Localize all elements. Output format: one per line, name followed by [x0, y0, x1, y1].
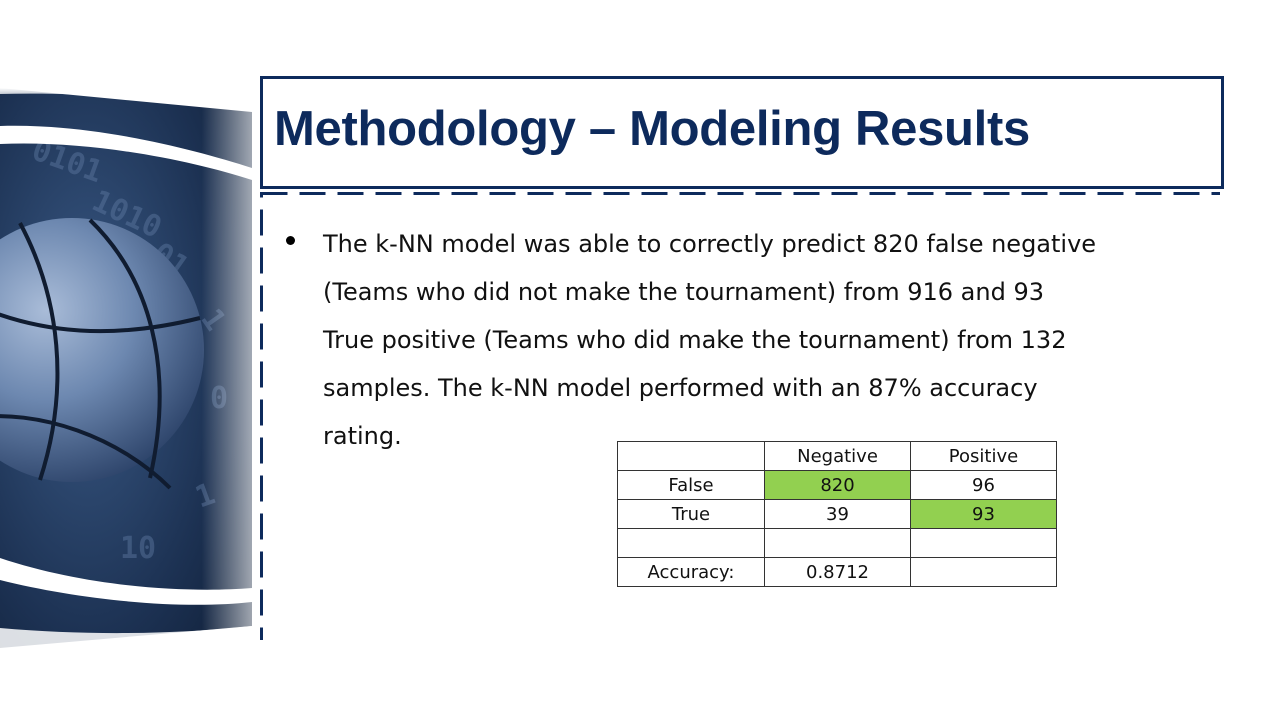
bullet-line: (Teams who did not make the tournament) …	[323, 278, 1044, 306]
table-row	[617, 528, 1057, 558]
bullet-text: The k-NN model was able to correctly pre…	[323, 220, 1203, 460]
table-row-label: False	[617, 470, 765, 500]
confusion-matrix-table: Negative Positive False 820 96 True 39 9…	[617, 441, 1057, 587]
dashed-border	[260, 192, 1220, 640]
table-row-label-accuracy: Accuracy:	[617, 557, 765, 587]
content-box: The k-NN model was able to correctly pre…	[260, 192, 1220, 640]
table-cell	[617, 441, 765, 471]
table-row: True 39 93	[617, 499, 1057, 529]
table-row: False 820 96	[617, 470, 1057, 500]
title-box: Methodology – Modeling Results	[260, 76, 1224, 189]
table-cell	[764, 528, 911, 558]
table-header-negative: Negative	[764, 441, 911, 471]
bullet-line: The k-NN model was able to correctly pre…	[323, 230, 1097, 258]
bullet-line: rating.	[323, 422, 402, 450]
table-cell-true-negative: 820	[764, 470, 911, 500]
bullet-line: samples. The k-NN model performed with a…	[323, 374, 1038, 402]
basketball-binary-art-icon: 0101 1010 01 1 0 1 10	[0, 88, 252, 648]
table-header-positive: Positive	[910, 441, 1057, 471]
page-title: Methodology – Modeling Results	[274, 102, 1030, 156]
bullet-line: True positive (Teams who did make the to…	[323, 326, 1067, 354]
bullet-dot-icon	[286, 236, 295, 245]
table-row: Accuracy: 0.8712	[617, 557, 1057, 587]
table-cell: 96	[910, 470, 1057, 500]
table-row-label: True	[617, 499, 765, 529]
table-cell: 39	[764, 499, 911, 529]
table-header-row: Negative Positive	[617, 441, 1057, 471]
table-cell	[617, 528, 765, 558]
table-cell	[910, 557, 1057, 587]
table-cell	[910, 528, 1057, 558]
table-cell-true-positive: 93	[910, 499, 1057, 529]
table-cell-accuracy-value: 0.8712	[764, 557, 911, 587]
